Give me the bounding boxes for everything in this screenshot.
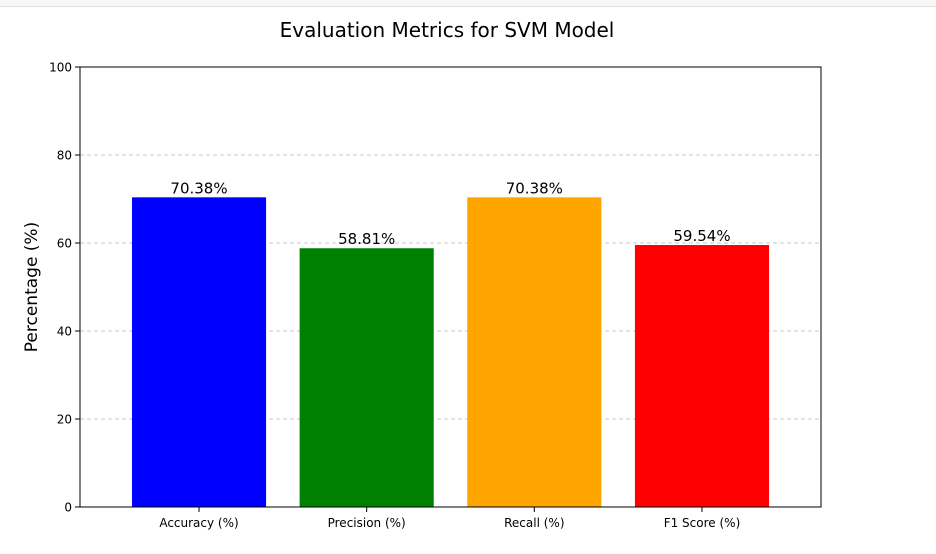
x-tick-label: Recall (%) <box>504 516 564 530</box>
y-axis-label: Percentage (%) <box>22 222 42 352</box>
x-tick-label: Accuracy (%) <box>159 516 238 530</box>
y-tick-label: 40 <box>57 325 72 339</box>
plot-frame <box>79 66 822 508</box>
bar-value-labels: 70.38% 58.81% 70.38% 59.54% <box>170 179 730 248</box>
bars <box>131 197 770 508</box>
x-tick-label: F1 Score (%) <box>664 516 741 530</box>
bar <box>299 248 434 507</box>
x-tick-label: Precision (%) <box>328 516 406 530</box>
bar <box>467 197 602 507</box>
bar-value-label: 58.81% <box>338 230 395 248</box>
bar <box>634 245 770 508</box>
y-tick-label: 100 <box>49 61 72 75</box>
y-tick-label: 60 <box>57 237 72 251</box>
bar-value-label: 59.54% <box>673 227 730 245</box>
y-tick-label: 0 <box>64 501 72 515</box>
bar <box>131 197 267 507</box>
y-axis-ticks: 0 20 40 60 80 100 <box>49 61 80 515</box>
notebook-output-top-strip <box>0 0 936 7</box>
x-axis-ticks: Accuracy (%) Precision (%) Recall (%) F1 Sc… <box>159 507 740 530</box>
y-tick-label: 80 <box>57 149 72 163</box>
y-tick-label: 20 <box>57 413 72 427</box>
bar-value-label: 70.38% <box>506 179 563 197</box>
chart-title: Evaluation Metrics for SVM Model <box>280 18 615 42</box>
bar-value-label: 70.38% <box>170 179 227 197</box>
